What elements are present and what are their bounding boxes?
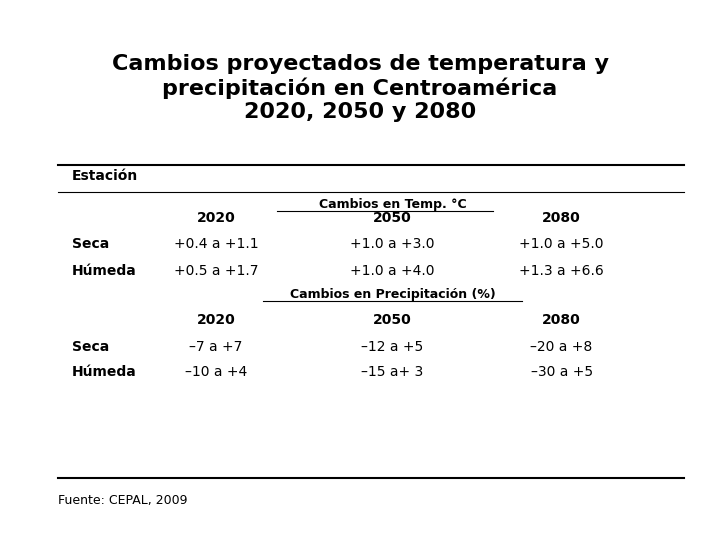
Text: –20 a +8: –20 a +8 bbox=[531, 340, 593, 354]
Text: Húmeda: Húmeda bbox=[72, 264, 137, 278]
Text: 2020: 2020 bbox=[197, 313, 235, 327]
Text: –7 a +7: –7 a +7 bbox=[189, 340, 243, 354]
Text: Húmeda: Húmeda bbox=[72, 364, 137, 379]
Text: 2050: 2050 bbox=[373, 313, 412, 327]
Text: Fuente: CEPAL, 2009: Fuente: CEPAL, 2009 bbox=[58, 494, 187, 507]
Text: 2050: 2050 bbox=[373, 211, 412, 225]
Text: Estación: Estación bbox=[72, 168, 138, 183]
Text: –15 a+ 3: –15 a+ 3 bbox=[361, 364, 423, 379]
Text: Cambios en Temp. °C: Cambios en Temp. °C bbox=[318, 198, 467, 211]
Text: +1.0 a +5.0: +1.0 a +5.0 bbox=[519, 237, 604, 251]
Text: 2020: 2020 bbox=[197, 211, 235, 225]
Text: +1.3 a +6.6: +1.3 a +6.6 bbox=[519, 264, 604, 278]
Text: –30 a +5: –30 a +5 bbox=[531, 364, 593, 379]
Text: +1.0 a +4.0: +1.0 a +4.0 bbox=[350, 264, 435, 278]
Text: Cambios en Precipitación (%): Cambios en Precipitación (%) bbox=[289, 288, 495, 301]
Text: +0.4 a +1.1: +0.4 a +1.1 bbox=[174, 237, 258, 251]
Text: +1.0 a +3.0: +1.0 a +3.0 bbox=[350, 237, 435, 251]
Text: –12 a +5: –12 a +5 bbox=[361, 340, 423, 354]
Text: Seca: Seca bbox=[72, 340, 109, 354]
Text: Seca: Seca bbox=[72, 237, 109, 251]
Text: 2080: 2080 bbox=[542, 211, 581, 225]
Text: 2080: 2080 bbox=[542, 313, 581, 327]
Text: –10 a +4: –10 a +4 bbox=[185, 364, 247, 379]
Text: +0.5 a +1.7: +0.5 a +1.7 bbox=[174, 264, 258, 278]
Text: Cambios proyectados de temperatura y
precipitación en Centroamérica
2020, 2050 y: Cambios proyectados de temperatura y pre… bbox=[112, 54, 608, 122]
